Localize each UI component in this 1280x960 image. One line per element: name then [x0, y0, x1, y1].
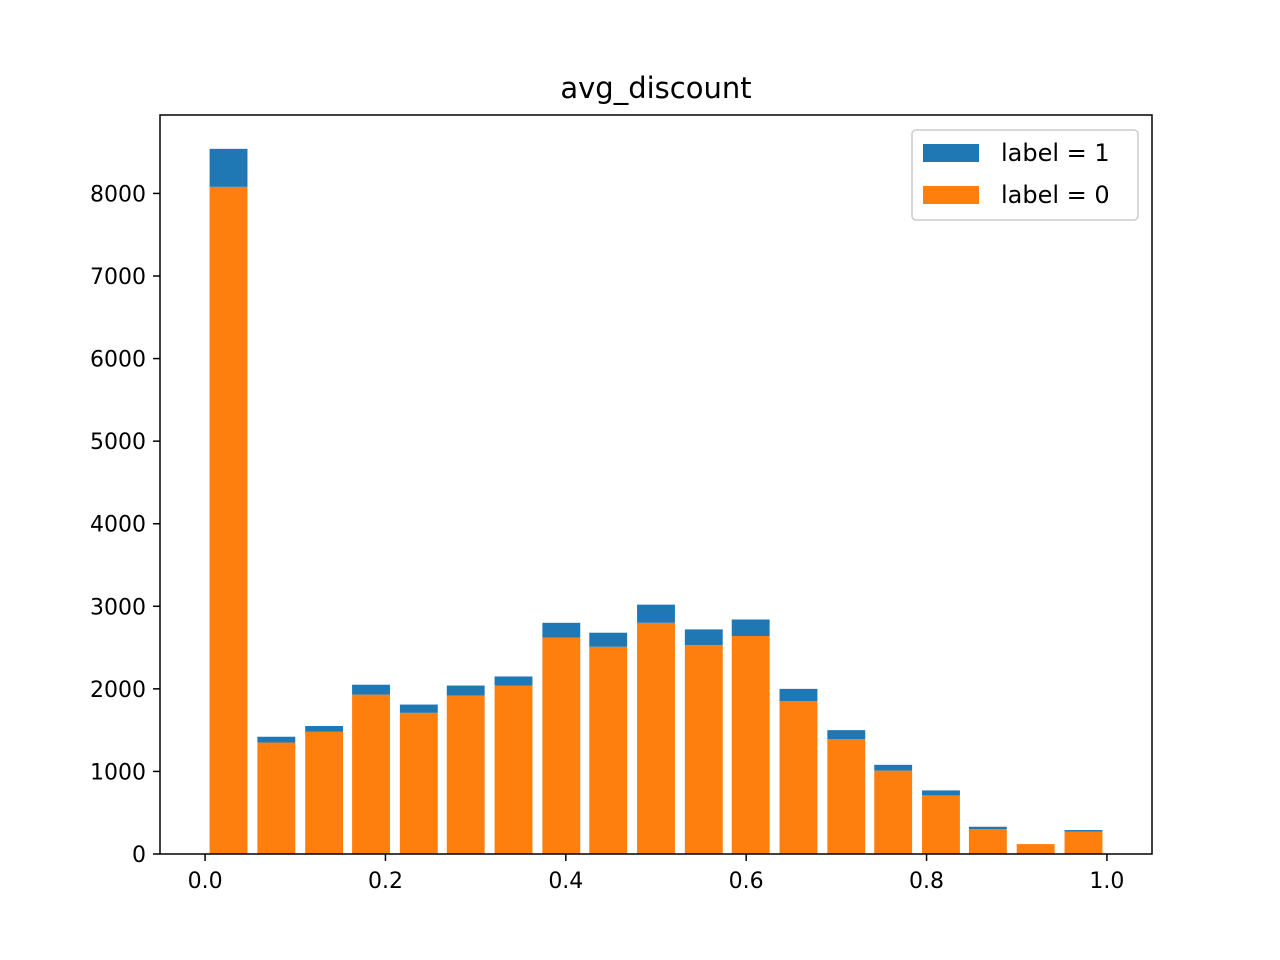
- bar-label-1-2: [305, 726, 344, 732]
- bar-label-0-13: [827, 739, 866, 854]
- chart-title: avg_discount: [560, 71, 751, 105]
- bar-label-1-12: [779, 688, 818, 702]
- bars-layer: [209, 148, 1103, 854]
- bar-label-1-14: [874, 764, 913, 771]
- y-tick-label: 6000: [90, 348, 146, 373]
- bar-label-0-9: [637, 622, 675, 854]
- bar-label-0-6: [494, 685, 533, 854]
- x-tick-label: 0.0: [188, 869, 223, 894]
- x-axis: 0.0 0.2 0.4 0.6 0.8 1.0: [188, 854, 1124, 894]
- bar-label-0-18: [1064, 831, 1103, 854]
- y-tick-label: 0: [132, 843, 146, 868]
- x-tick-label: 0.4: [548, 869, 583, 894]
- bar-label-1-8: [589, 632, 628, 647]
- plot-area-frame: [159, 114, 1153, 855]
- bar-label-0-12: [779, 701, 818, 854]
- bar-label-0-3: [352, 694, 390, 854]
- bar-label-1-16: [968, 826, 1007, 830]
- bar-label-1-7: [542, 622, 581, 638]
- x-tick-label: 1.0: [1089, 869, 1124, 894]
- y-tick-label: 4000: [90, 513, 146, 538]
- bar-label-0-0: [209, 186, 248, 854]
- y-axis: 0 1000 2000 3000 4000 5000 6000 7000 8000: [90, 182, 160, 868]
- bar-label-0-7: [542, 637, 581, 854]
- legend: label = 1 label = 0: [911, 129, 1139, 221]
- y-tick-label: 8000: [90, 182, 146, 207]
- bar-label-1-6: [494, 676, 533, 686]
- bar-label-0-16: [968, 829, 1007, 854]
- x-tick-label: 0.6: [729, 869, 764, 894]
- legend-label-1: label = 1: [1001, 139, 1110, 167]
- x-tick-label: 0.8: [909, 869, 944, 894]
- bar-label-0-14: [874, 770, 913, 854]
- y-tick-label: 7000: [90, 265, 146, 290]
- bar-label-1-10: [684, 629, 723, 646]
- bar-label-1-11: [731, 619, 770, 637]
- bar-label-0-4: [399, 712, 438, 854]
- y-tick-label: 5000: [90, 430, 146, 455]
- bar-label-0-1: [257, 742, 296, 854]
- bar-label-0-8: [589, 646, 628, 854]
- bar-label-0-10: [684, 645, 723, 854]
- legend-label-0: label = 0: [1001, 181, 1110, 209]
- bar-label-1-15: [922, 790, 960, 796]
- bar-label-0-11: [731, 636, 770, 854]
- legend-swatch-label-1: [923, 144, 979, 162]
- x-tick-label: 0.2: [368, 869, 403, 894]
- bar-label-1-9: [637, 604, 675, 623]
- y-tick-label: 2000: [90, 678, 146, 703]
- bar-label-1-4: [399, 704, 438, 713]
- bar-label-0-2: [305, 731, 344, 854]
- bar-label-1-13: [827, 730, 866, 740]
- legend-swatch-label-0: [923, 186, 979, 204]
- y-tick-label: 3000: [90, 595, 146, 620]
- bar-label-0-5: [446, 695, 485, 854]
- y-tick-label: 1000: [90, 760, 146, 785]
- bar-label-0-17: [1016, 844, 1055, 854]
- bar-label-1-18: [1064, 830, 1103, 832]
- bar-label-1-1: [257, 736, 296, 743]
- bar-label-1-0: [209, 148, 248, 187]
- bar-label-1-3: [352, 684, 390, 695]
- bar-label-1-5: [446, 685, 485, 696]
- bar-label-0-15: [922, 795, 960, 854]
